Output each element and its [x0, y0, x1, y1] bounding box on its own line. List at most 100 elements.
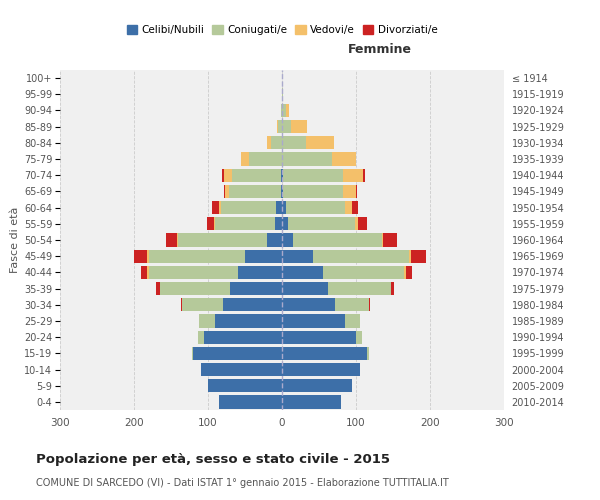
Bar: [282, 136, 305, 149]
Bar: [356, 330, 362, 344]
Bar: [193, 346, 282, 360]
Bar: [281, 168, 282, 182]
Bar: [313, 250, 409, 263]
Bar: [368, 298, 370, 312]
Bar: [406, 266, 412, 279]
Bar: [283, 185, 343, 198]
Bar: [282, 185, 283, 198]
Bar: [225, 185, 229, 198]
Bar: [277, 120, 278, 134]
Bar: [249, 152, 282, 166]
Bar: [282, 266, 323, 279]
Bar: [305, 136, 334, 149]
Bar: [241, 152, 249, 166]
Bar: [335, 298, 368, 312]
Bar: [212, 201, 219, 214]
Bar: [229, 185, 281, 198]
Bar: [215, 314, 282, 328]
Bar: [238, 266, 282, 279]
Bar: [288, 217, 355, 230]
Bar: [267, 234, 282, 246]
Bar: [328, 282, 391, 295]
Bar: [332, 152, 356, 166]
Bar: [181, 298, 182, 312]
Bar: [177, 234, 178, 246]
Bar: [343, 185, 356, 198]
Bar: [134, 250, 148, 263]
Bar: [282, 379, 352, 392]
Bar: [192, 346, 193, 360]
Bar: [156, 282, 160, 295]
Bar: [286, 201, 345, 214]
Bar: [142, 266, 148, 279]
Legend: Celibi/Nubili, Coniugati/e, Vedovi/e, Divorziati/e: Celibi/Nubili, Coniugati/e, Vedovi/e, Di…: [122, 21, 442, 39]
Bar: [214, 217, 215, 230]
Bar: [281, 104, 282, 117]
Bar: [219, 201, 221, 214]
Bar: [276, 201, 282, 214]
Bar: [275, 217, 282, 230]
Bar: [182, 298, 223, 312]
Bar: [271, 136, 282, 149]
Bar: [282, 363, 360, 376]
Bar: [278, 120, 282, 134]
Bar: [223, 298, 282, 312]
Bar: [149, 266, 238, 279]
Bar: [383, 234, 397, 246]
Bar: [200, 363, 282, 376]
Bar: [345, 314, 360, 328]
Bar: [293, 234, 382, 246]
Bar: [282, 152, 332, 166]
Bar: [199, 314, 215, 328]
Bar: [224, 185, 225, 198]
Bar: [148, 266, 149, 279]
Bar: [282, 330, 356, 344]
Bar: [364, 168, 365, 182]
Text: Femmine: Femmine: [347, 44, 412, 57]
Bar: [352, 201, 358, 214]
Bar: [230, 282, 282, 295]
Bar: [345, 201, 352, 214]
Bar: [148, 250, 149, 263]
Bar: [409, 250, 411, 263]
Bar: [282, 168, 283, 182]
Bar: [282, 201, 286, 214]
Bar: [367, 346, 368, 360]
Bar: [199, 330, 204, 344]
Bar: [204, 330, 282, 344]
Bar: [282, 104, 286, 117]
Bar: [245, 250, 282, 263]
Bar: [222, 168, 224, 182]
Bar: [282, 250, 313, 263]
Bar: [282, 234, 293, 246]
Bar: [267, 136, 271, 149]
Bar: [356, 185, 358, 198]
Bar: [215, 217, 275, 230]
Bar: [160, 282, 230, 295]
Bar: [382, 234, 383, 246]
Bar: [355, 217, 358, 230]
Bar: [232, 168, 281, 182]
Bar: [219, 396, 282, 408]
Y-axis label: Fasce di età: Fasce di età: [10, 207, 20, 273]
Bar: [411, 250, 425, 263]
Bar: [282, 217, 288, 230]
Bar: [404, 266, 406, 279]
Bar: [281, 185, 282, 198]
Text: COMUNE DI SARCEDO (VI) - Dati ISTAT 1° gennaio 2015 - Elaborazione TUTTITALIA.IT: COMUNE DI SARCEDO (VI) - Dati ISTAT 1° g…: [36, 478, 449, 488]
Bar: [224, 168, 232, 182]
Bar: [282, 120, 291, 134]
Text: Popolazione per età, sesso e stato civile - 2015: Popolazione per età, sesso e stato civil…: [36, 452, 390, 466]
Bar: [283, 168, 343, 182]
Bar: [208, 379, 282, 392]
Bar: [178, 234, 267, 246]
Bar: [282, 346, 367, 360]
Bar: [282, 282, 328, 295]
Bar: [282, 88, 283, 101]
Bar: [282, 314, 345, 328]
Bar: [343, 168, 364, 182]
Bar: [282, 396, 341, 408]
Bar: [391, 282, 394, 295]
Bar: [206, 217, 214, 230]
Bar: [149, 250, 245, 263]
